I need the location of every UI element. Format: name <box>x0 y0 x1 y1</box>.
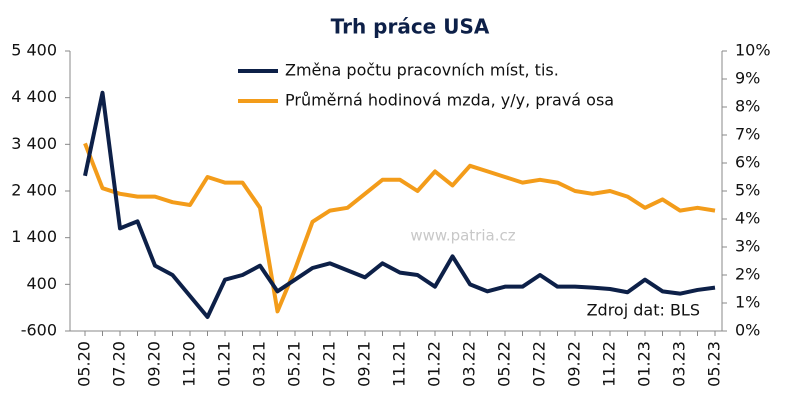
x-tick-label: 11.22 <box>600 341 619 387</box>
x-tick-label: 07.22 <box>530 341 549 387</box>
data-line <box>83 142 716 314</box>
y-tick-label: 4 400 <box>11 87 57 106</box>
y2-tick-label: 9% <box>735 69 760 88</box>
y2-tick-label: 6% <box>735 153 760 172</box>
y2-tick-label: 4% <box>735 209 760 228</box>
y-tick-label: 400 <box>26 274 57 293</box>
y-tick-label: 3 400 <box>11 134 57 153</box>
x-tick-label: 11.21 <box>390 341 409 387</box>
y2-tick-label: 0% <box>735 321 760 340</box>
x-tick-label: 09.20 <box>145 341 164 387</box>
x-tick-label: 01.23 <box>635 341 654 387</box>
y2-tick-label: 7% <box>735 125 760 144</box>
x-tick-label: 05.23 <box>705 341 724 387</box>
chart-title: Trh práce USA <box>331 15 490 39</box>
y2-tick-label: 3% <box>735 237 760 256</box>
data-line <box>83 90 716 319</box>
watermark: www.patria.cz <box>410 227 515 245</box>
x-tick-label: 09.21 <box>355 341 374 387</box>
source-note: Zdroj dat: BLS <box>587 301 700 320</box>
x-tick-label: 09.22 <box>565 341 584 387</box>
y2-tick-label: 8% <box>735 97 760 116</box>
legend-label: Průměrná hodinová mzda, y/y, pravá osa <box>285 91 614 110</box>
x-tick-label: 01.22 <box>425 341 444 387</box>
y-tick-label: 1 400 <box>11 227 57 246</box>
x-tick-label: 11.20 <box>180 341 199 387</box>
x-tick-label: 05.21 <box>285 341 304 387</box>
x-tick-label: 07.20 <box>110 341 129 387</box>
y2-tick-label: 10% <box>735 41 771 60</box>
y2-tick-label: 1% <box>735 293 760 312</box>
x-tick-label: 05.20 <box>75 341 94 387</box>
x-tick-label: 01.21 <box>215 341 234 387</box>
x-tick-label: 03.23 <box>670 341 689 387</box>
y-tick-label: -600 <box>21 321 57 340</box>
x-tick-label: 07.21 <box>320 341 339 387</box>
x-tick-label: 03.21 <box>250 341 269 387</box>
y2-tick-label: 2% <box>735 265 760 284</box>
x-tick-label: 05.22 <box>495 341 514 387</box>
y-tick-label: 5 400 <box>11 41 57 60</box>
x-tick-label: 03.22 <box>460 341 479 387</box>
legend-label: Změna počtu pracovních míst, tis. <box>285 61 559 80</box>
y2-tick-label: 5% <box>735 181 760 200</box>
y-tick-label: 2 400 <box>11 181 57 200</box>
